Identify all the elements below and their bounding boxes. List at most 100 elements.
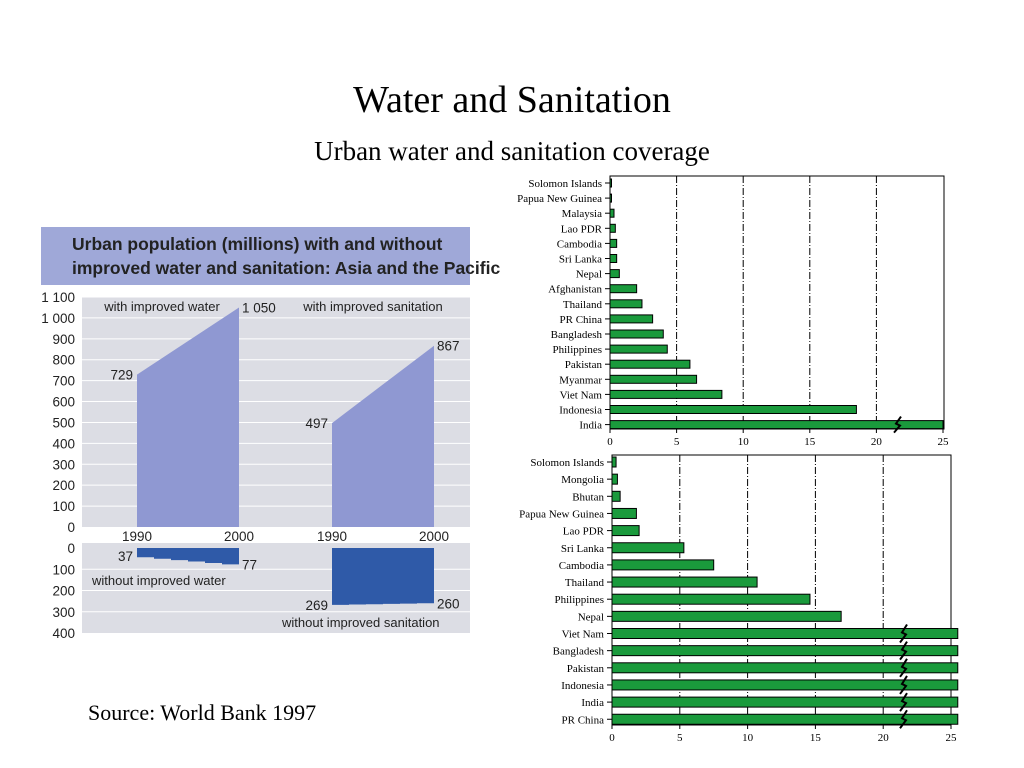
y-tick-label: 1 000 [41,311,75,326]
y-tick-label: 0 [67,541,75,556]
x-tick-label: 10 [738,436,750,448]
category-label: Afghanistan [548,284,602,296]
y-tick-label: 200 [52,478,75,493]
category-label: Cambodia [559,560,604,572]
value-label: 867 [437,339,460,354]
source-note: Source: World Bank 1997 [88,700,317,725]
bar [611,645,959,657]
x-tick-label: 25 [946,732,958,744]
without-area [137,548,239,565]
bar [609,299,643,309]
without-area [332,548,434,606]
value-label: 729 [110,368,133,383]
x-tick-label: 2000 [224,529,254,544]
slide-title: Water and Sanitation [353,79,671,121]
bar [609,223,616,233]
chart-header-band [41,227,470,285]
panel-subtitle: without improved sanitation [281,615,440,630]
value-label: 1 050 [242,300,276,315]
y-tick-label: 400 [52,626,75,641]
x-tick-label: 25 [938,436,950,448]
slide-subtitle: Urban water and sanitation coverage [314,136,710,166]
category-label: Indonesia [561,680,604,692]
category-label: Indonesia [559,405,602,417]
x-tick-label: 5 [674,436,680,448]
category-label: Bhutan [572,491,604,503]
value-label: 269 [305,598,328,613]
y-tick-label: 400 [52,436,75,451]
bar [611,679,959,691]
value-label: 37 [118,549,133,564]
bar [609,284,638,294]
chart-title-line: improved water and sanitation: Asia and … [72,258,500,278]
axis-break-mark [899,623,908,644]
bar [609,344,668,354]
x-tick-label: 2000 [419,529,449,544]
category-label: Papua New Guinea [519,508,604,520]
bar [609,238,618,248]
category-label: Pakistan [565,359,603,371]
value-label: 497 [305,416,328,431]
bar [611,507,637,519]
bar [611,576,758,588]
bar [609,269,620,279]
bar [609,374,698,384]
panel-title: with improved sanitation [302,299,442,314]
y-tick-label: 900 [52,332,75,347]
bar [611,542,685,554]
panel-subtitle: without improved water [91,573,226,588]
category-label: Nepal [578,611,604,623]
plot-frame [609,175,945,430]
bar [609,359,691,369]
category-label: PR China [560,314,603,326]
bar [609,420,944,430]
y-tick-label: 500 [52,415,75,430]
category-label: Bangladesh [551,329,603,341]
category-label: Cambodia [557,238,602,250]
x-tick-label: 15 [804,436,816,448]
bar [611,490,621,502]
bar [609,208,615,218]
category-label: Nepal [576,269,602,281]
x-tick-label: 5 [677,732,683,744]
x-tick-label: 1990 [122,529,152,544]
x-tick-label: 10 [742,732,754,744]
value-label: 77 [242,557,257,572]
bar [609,178,612,188]
category-label: Sri Lanka [561,543,604,555]
category-label: Solomon Islands [528,178,602,190]
category-label: India [581,697,604,709]
category-label: Sri Lanka [559,254,602,266]
bar [611,559,715,571]
y-tick-label: 700 [52,374,75,389]
category-label: PR China [562,714,605,726]
category-label: Solomon Islands [530,457,604,469]
bar [611,713,959,725]
bar [609,329,664,339]
y-tick-label: 1 100 [41,290,75,305]
bar [609,314,654,324]
x-tick-label: 1990 [317,529,347,544]
chart-title-line: Urban population (millions) with and wit… [72,234,443,254]
category-label: Papua New Guinea [517,193,602,205]
y-tick-label: 800 [52,353,75,368]
category-label: Thailand [563,299,603,311]
bar [611,593,811,605]
x-tick-label: 15 [810,732,822,744]
bar [611,628,959,639]
category-label: Philippines [552,344,602,356]
axis-break-mark [899,692,908,712]
category-label: Viet Nam [562,629,605,641]
category-label: Lao PDR [561,223,603,235]
category-label: Pakistan [567,663,605,675]
panel-title: with improved water [103,299,220,314]
with-area [137,307,239,527]
axis-break-mark [899,658,908,678]
bar [611,610,842,622]
value-label: 260 [437,596,460,611]
bar [611,662,959,674]
category-label: Philippines [554,594,604,606]
